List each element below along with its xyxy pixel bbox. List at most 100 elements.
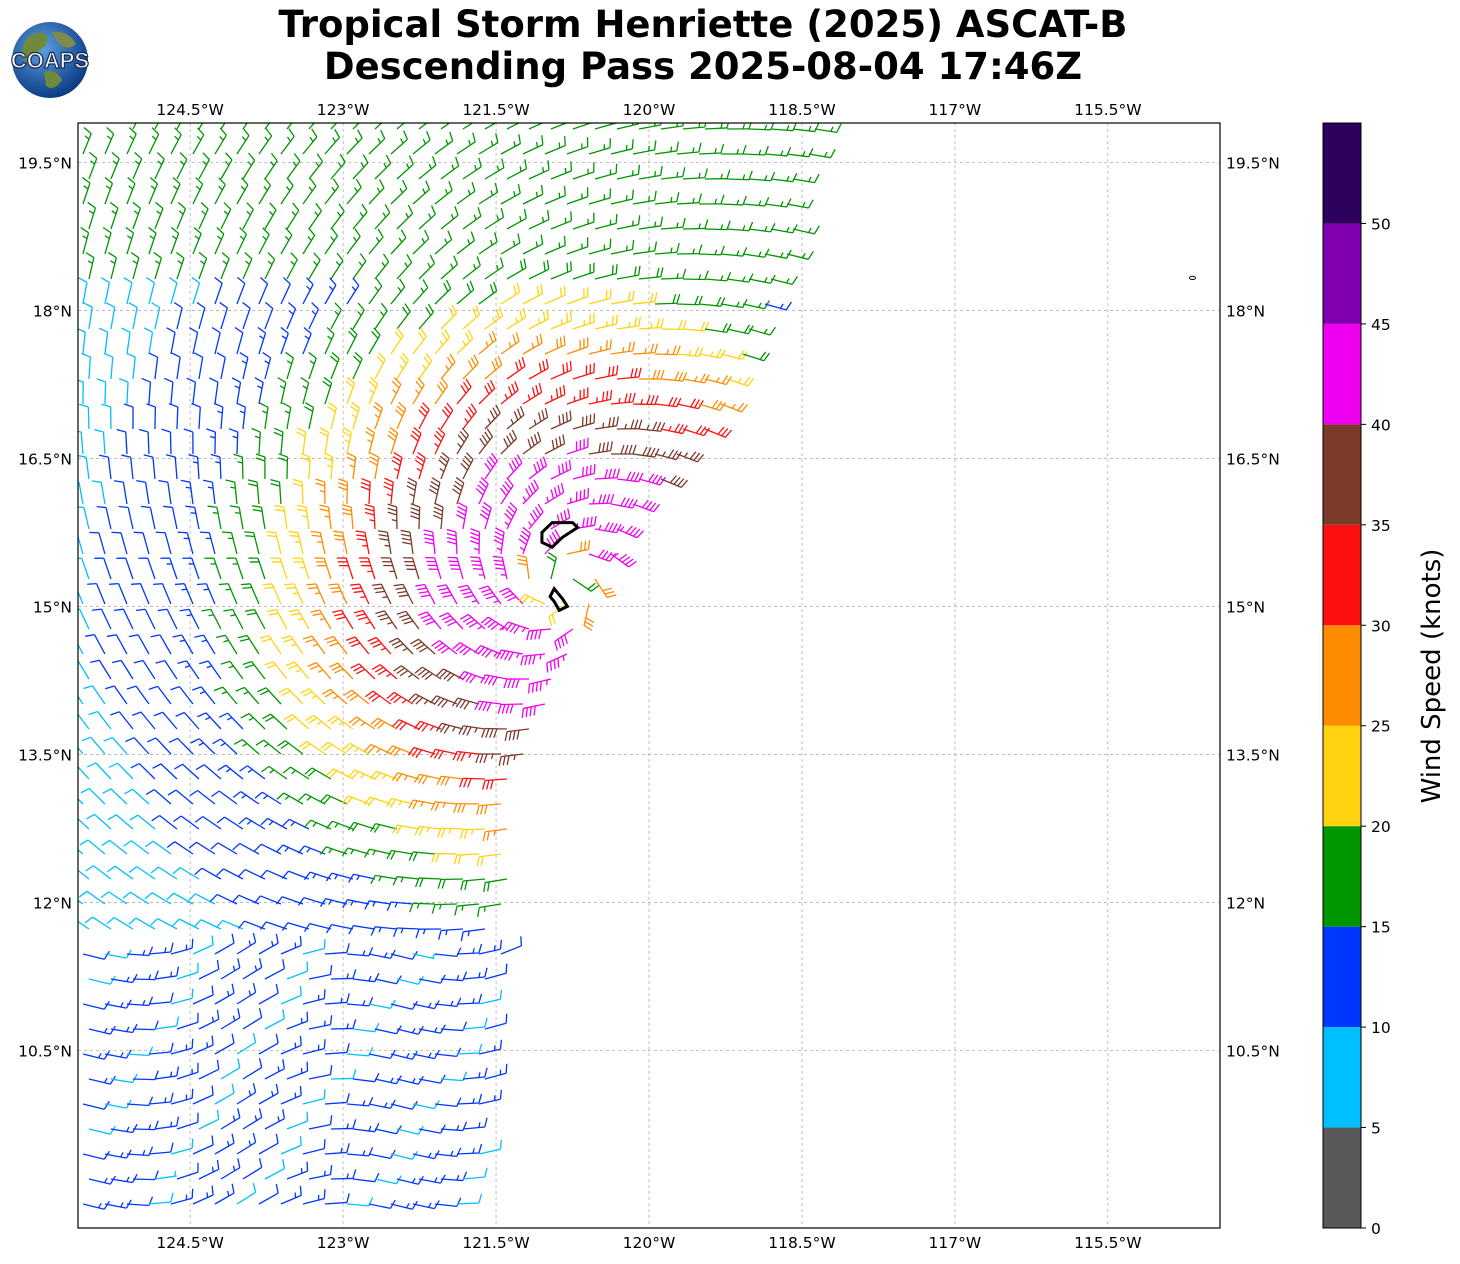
wind-barb: [177, 531, 194, 555]
wind-barb: [280, 227, 293, 255]
wind-barb: [453, 802, 479, 813]
wind-barb: [330, 123, 338, 130]
wind-barb: [245, 608, 266, 630]
wind-barb: [78, 869, 90, 880]
wind-barb: [110, 711, 134, 730]
wind-barb: [281, 922, 310, 931]
wind-barb: [478, 1039, 503, 1055]
wind-barb: [143, 454, 156, 480]
lon-tick-label-bottom: 124.5°W: [156, 1234, 223, 1252]
wind-barb: [303, 871, 332, 881]
wind-barb: [346, 129, 363, 155]
wind-barb: [528, 210, 550, 230]
wind-barb: [550, 123, 568, 130]
wind-barb: [280, 128, 295, 155]
colorbar-tick-label: 10: [1371, 1019, 1391, 1037]
wind-barb: [594, 314, 618, 330]
wind-barb: [343, 689, 370, 705]
wind-barb: [374, 204, 391, 230]
wind-barb: [225, 479, 238, 505]
wind-barb: [191, 276, 201, 305]
wind-barb: [566, 187, 589, 205]
wind-barb: [375, 610, 398, 630]
wind-barb: [544, 285, 566, 305]
wind-barb: [698, 348, 726, 359]
wind-barb: [298, 793, 326, 805]
wind-barb: [193, 352, 204, 380]
wind-barb: [544, 482, 565, 505]
wind-barb: [80, 787, 106, 805]
wind-barb: [390, 950, 418, 960]
wind-barb: [174, 583, 194, 605]
wind-barb: [182, 557, 200, 580]
wind-barb: [698, 245, 725, 256]
wind-barb: [286, 153, 301, 180]
wind-barb: [698, 296, 726, 307]
wind-barb: [358, 557, 376, 580]
wind-barb: [501, 621, 530, 634]
wind-barb: [720, 144, 747, 155]
wind-barb: [192, 1185, 214, 1205]
wind-barb: [632, 499, 661, 513]
wind-barb: [324, 943, 350, 955]
wind-barb: [226, 557, 244, 580]
wind-barb: [160, 557, 178, 580]
wind-barb: [500, 936, 523, 955]
wind-barb: [410, 503, 421, 530]
wind-barb: [239, 352, 249, 380]
wind-barb: [302, 1139, 326, 1155]
wind-barb: [516, 554, 530, 580]
wind-barb: [412, 328, 427, 355]
wind-barb: [192, 127, 205, 155]
wind-barb: [328, 583, 348, 605]
wind-barb: [720, 350, 748, 361]
lon-tick-label-top: 117°W: [929, 101, 982, 119]
wind-barb: [242, 123, 248, 130]
colorbar-bin: [1323, 424, 1361, 525]
wind-barb: [352, 352, 363, 380]
wind-barb: [210, 842, 238, 855]
wind-barb: [528, 123, 544, 130]
wind-barb: [259, 921, 288, 930]
wind-barb: [280, 935, 302, 955]
wind-barb: [286, 202, 300, 230]
wind-barb: [302, 326, 312, 355]
wind-barb: [616, 471, 644, 483]
wind-barb: [610, 341, 636, 355]
wind-barb: [462, 967, 488, 980]
wind-barb: [396, 1125, 424, 1135]
wind-barb: [654, 242, 680, 255]
wind-barb: [121, 327, 131, 355]
wind-barb: [434, 1197, 462, 1208]
wind-barb: [616, 123, 640, 130]
wind-barb: [186, 377, 197, 405]
wind-barb: [194, 815, 222, 830]
map-frame: [77, 122, 1221, 1229]
wind-barb: [660, 268, 687, 280]
wind-barb: [153, 251, 163, 280]
wind-barb: [478, 1139, 503, 1155]
wind-barb: [478, 281, 498, 305]
wind-barb: [368, 278, 383, 305]
wind-barb: [236, 227, 248, 255]
wind-barb: [218, 712, 244, 730]
wind-barb: [390, 130, 408, 155]
wind-barb: [144, 892, 172, 905]
wind-barb: [151, 302, 161, 330]
wind-barb: [247, 479, 260, 505]
wind-barb: [616, 525, 644, 539]
wind-barb: [346, 1146, 374, 1157]
wind-barb: [128, 634, 150, 655]
wind-barb: [102, 788, 128, 805]
wind-barb: [396, 1075, 424, 1085]
wind-barb: [654, 396, 682, 408]
wind-barb: [130, 251, 140, 280]
wind-barb: [170, 177, 181, 205]
wind-barb: [113, 608, 134, 630]
wind-barb: [78, 746, 84, 755]
wind-barb: [412, 953, 436, 960]
wind-barb: [180, 479, 194, 505]
wind-barb: [237, 634, 260, 655]
wind-barb: [118, 377, 129, 405]
wind-barb: [392, 927, 419, 938]
